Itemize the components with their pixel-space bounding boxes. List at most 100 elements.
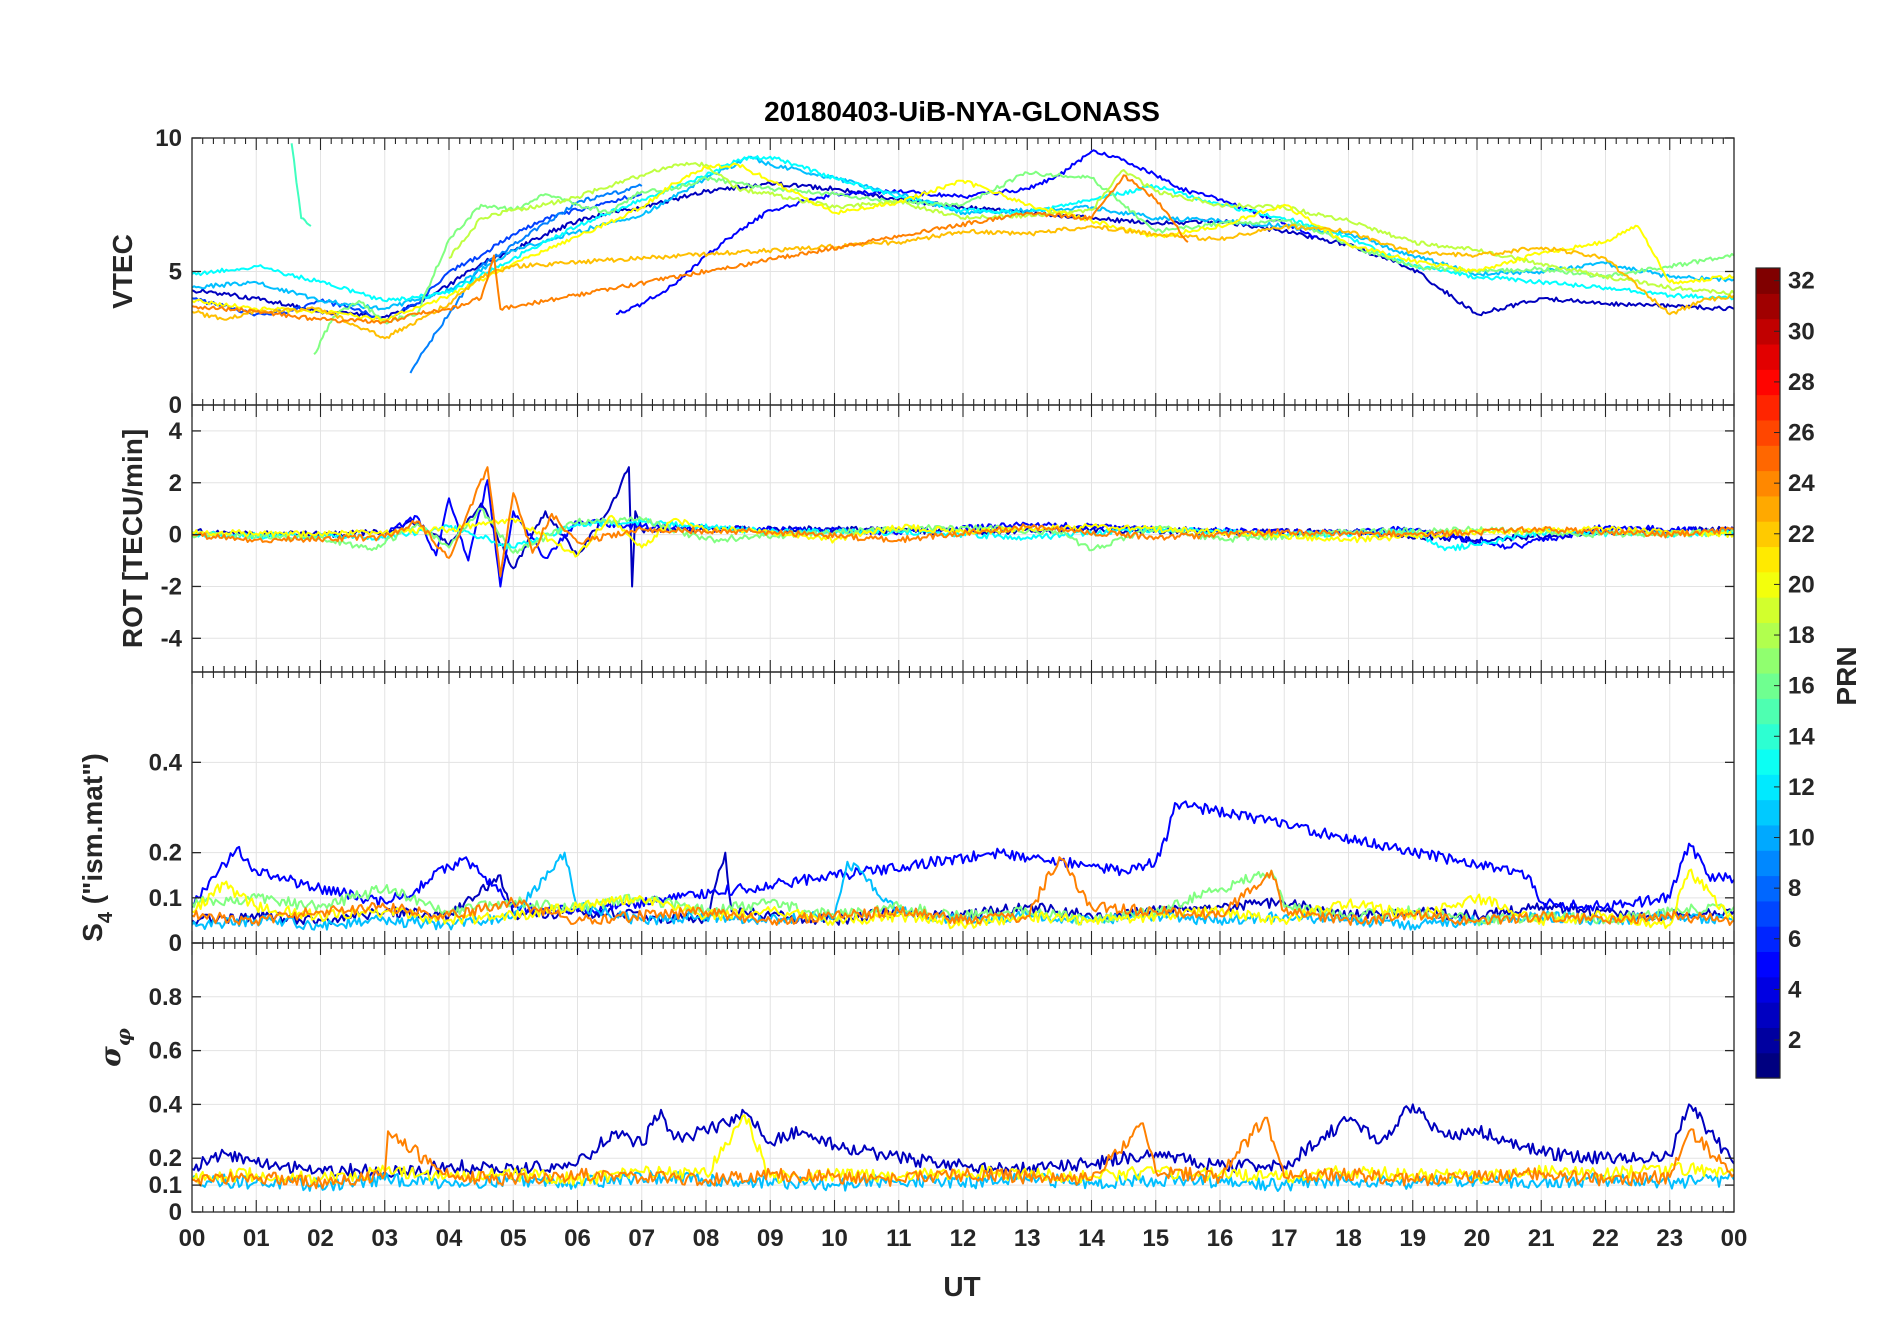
x-axis: 00 01 02 03 04 05 06 07 08 09 10 11 12 13 14 15 16 17 18 19…: [179, 1225, 1748, 1252]
x-tick-label: 00: [179, 1225, 206, 1252]
sigma-series-prn-2: [192, 1103, 1734, 1179]
vtec-ytick-label: 0: [169, 392, 182, 419]
x-tick-label: 19: [1399, 1225, 1426, 1252]
colorbar-swatch: [1756, 748, 1780, 775]
colorbar-tick-label: 8: [1788, 875, 1801, 902]
x-tick-label: 21: [1528, 1225, 1555, 1252]
colorbar-tick-label: 4: [1788, 976, 1802, 1003]
rot-ytick-label: 0: [169, 522, 182, 549]
colorbar-swatch: [1756, 951, 1780, 978]
colorbar-swatch: [1756, 850, 1780, 877]
x-tick-label: 16: [1207, 1225, 1234, 1252]
s4-ytick-label: 0.4: [149, 749, 183, 776]
rot-ytick-label: 4: [169, 418, 183, 445]
x-tick-label: 17: [1271, 1225, 1298, 1252]
vtec-series-prn-4: [615, 149, 1317, 316]
colorbar-swatch: [1756, 799, 1780, 826]
sigma-ytick-label: 0: [169, 1199, 182, 1226]
colorbar-tick-label: 26: [1788, 420, 1815, 447]
x-tick-label: 12: [950, 1225, 977, 1252]
rot-series-prn-16: [192, 507, 1734, 554]
vtec-series-prn-16: [313, 170, 1734, 355]
colorbar-swatch: [1756, 343, 1780, 370]
x-axis-label: UT: [943, 1271, 980, 1302]
colorbar-tick-label: 32: [1788, 268, 1815, 295]
sigma-ytick-label: 0.1: [149, 1172, 182, 1199]
colorbar-swatch: [1756, 1052, 1780, 1079]
colorbar-swatch: [1756, 394, 1780, 421]
sigma-ytick-label: 0.6: [149, 1038, 182, 1065]
panel-sigma: 00.10.2 0.4 0.6 0.8 σφ: [94, 942, 1735, 1226]
vtec-series-prn-12: [192, 155, 1734, 303]
colorbar-tick-label: 12: [1788, 774, 1815, 801]
x-tick-label: 03: [371, 1225, 398, 1252]
vtec-series-prn-8: [409, 183, 643, 374]
s4-ytick-label: 0: [169, 930, 182, 957]
sigma-series-prn-10: [192, 1170, 1734, 1192]
sigma-ylabel-sub: φ: [111, 1028, 135, 1046]
colorbar-tick-label: 24: [1788, 470, 1815, 497]
vtec-series-prn-10: [192, 155, 1734, 311]
x-tick-label: 20: [1464, 1225, 1491, 1252]
colorbar-swatch: [1756, 495, 1780, 522]
colorbar-tick-label: 6: [1788, 926, 1801, 953]
x-tick-label: 08: [693, 1225, 720, 1252]
colorbar-swatch: [1756, 698, 1780, 725]
colorbar-tick-label: 2: [1788, 1027, 1801, 1054]
x-tick-label: 18: [1335, 1225, 1362, 1252]
s4-ytick-label: 0.1: [149, 885, 182, 912]
vtec-ylabel: VTEC: [107, 234, 138, 309]
colorbar-tick-label: 20: [1788, 571, 1815, 598]
vtec-series-prn-2: [192, 181, 1734, 319]
x-tick-label: 11: [886, 1225, 911, 1252]
colorbar-swatch: [1756, 900, 1780, 927]
chart-title: 20180403-UiB-NYA-GLONASS: [764, 96, 1160, 127]
sigma-ylabel-base: σ: [94, 1046, 127, 1067]
x-tick-label: 10: [821, 1225, 848, 1252]
sigma-ytick-label: 0.8: [149, 984, 182, 1011]
s4-ylabel-base: S: [77, 923, 108, 942]
x-tick-label: 14: [1078, 1225, 1105, 1252]
x-tick-label: 13: [1014, 1225, 1041, 1252]
sigma-ytick-label: 0.4: [149, 1091, 183, 1118]
rot-series-prn-24: [192, 466, 1734, 578]
rot-ytick-label: 2: [169, 470, 182, 497]
sigma-ylabel: σφ: [94, 1028, 135, 1067]
vtec-ytick-label: 10: [155, 125, 182, 152]
colorbar-tick-label: 18: [1788, 622, 1815, 649]
panel-vtec: 0 5 10 VTEC: [107, 125, 1735, 419]
colorbar-tick-label: 28: [1788, 369, 1815, 396]
s4-ytick-label: 0.2: [149, 840, 182, 867]
colorbar-swatch: [1756, 1002, 1780, 1028]
vtec-ytick-label: 5: [169, 259, 182, 286]
colorbar-frame: [1755, 267, 1781, 1079]
sigma-series-prn-24: [192, 1116, 1734, 1190]
rot-ytick-label: -4: [161, 625, 183, 652]
s4-series-prn-24: [192, 856, 1734, 927]
x-tick-label: 07: [628, 1225, 655, 1252]
sigma-ytick-label: 0.2: [149, 1145, 182, 1172]
colorbar-tick-label: 30: [1788, 318, 1815, 345]
rot-ylabel: ROT [TECU/min]: [117, 429, 148, 648]
vtec-series-prn-22: [192, 223, 1734, 340]
x-tick-label: 05: [500, 1225, 527, 1252]
rot-ytick-label: -2: [161, 573, 182, 600]
s4-ylabel-rest: ("ism.mat"): [77, 753, 108, 912]
colorbar-tick-label: 10: [1788, 825, 1815, 852]
panel-sigma-frame: [191, 942, 1735, 1213]
s4-ylabel-sub: 4: [95, 911, 117, 923]
x-tick-label: 22: [1592, 1225, 1619, 1252]
colorbar-swatch: [1756, 445, 1780, 472]
x-tick-label: 09: [757, 1225, 784, 1252]
s4-series-prn-20: [192, 868, 1734, 930]
vtec-series-prn-24: [192, 174, 1189, 325]
colorbar-swatch: [1756, 597, 1780, 623]
colorbar-swatch: [1756, 546, 1780, 573]
x-tick-label: 15: [1142, 1225, 1169, 1252]
panel-rot: -4 -2 0 2 4 ROT [TECU/min]: [117, 404, 1735, 673]
s4-ylabel: S4 ("ism.mat"): [77, 753, 117, 942]
x-tick-label: 00: [1721, 1225, 1748, 1252]
